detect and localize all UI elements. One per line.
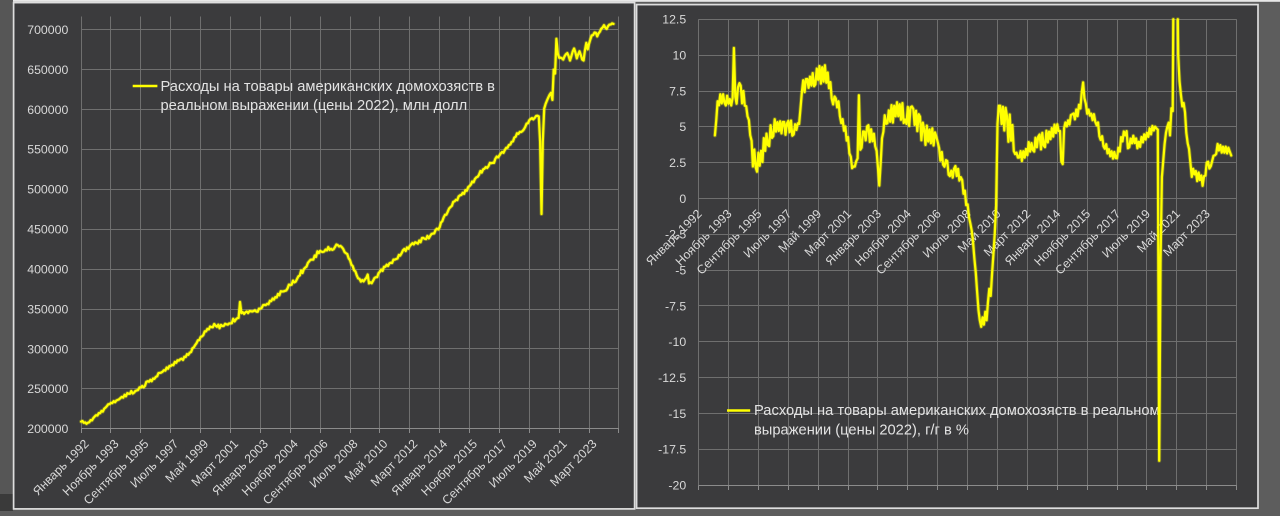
svg-text:-5: -5 — [675, 263, 686, 277]
svg-text:0: 0 — [679, 192, 686, 206]
svg-text:Расходы на товары американских: Расходы на товары американских домохозяс… — [754, 403, 1160, 419]
svg-text:500000: 500000 — [27, 183, 68, 197]
svg-text:-20: -20 — [668, 478, 686, 492]
svg-text:350000: 350000 — [27, 302, 68, 316]
svg-text:300000: 300000 — [27, 342, 68, 356]
svg-text:600000: 600000 — [27, 103, 68, 117]
svg-text:2.5: 2.5 — [669, 156, 686, 170]
svg-text:-12.5: -12.5 — [658, 371, 686, 385]
svg-text:250000: 250000 — [27, 382, 68, 396]
svg-text:Расходы на товары американских: Расходы на товары американских домохозяс… — [161, 79, 496, 95]
svg-text:450000: 450000 — [27, 223, 68, 237]
svg-text:700000: 700000 — [27, 23, 68, 37]
svg-text:-10: -10 — [668, 335, 686, 349]
svg-text:400000: 400000 — [27, 263, 68, 277]
svg-text:-2.5: -2.5 — [665, 228, 686, 242]
svg-text:12.5: 12.5 — [662, 13, 686, 27]
svg-text:-17.5: -17.5 — [658, 443, 686, 457]
svg-text:7.5: 7.5 — [669, 84, 686, 98]
svg-text:10: 10 — [673, 49, 687, 63]
svg-text:200000: 200000 — [27, 422, 68, 436]
svg-text:-7.5: -7.5 — [665, 299, 686, 313]
svg-text:5: 5 — [679, 120, 686, 134]
svg-text:выражении (цены 2022), г/г в %: выражении (цены 2022), г/г в % — [754, 423, 969, 439]
svg-text:550000: 550000 — [27, 143, 68, 157]
svg-text:650000: 650000 — [27, 63, 68, 77]
svg-text:-15: -15 — [668, 407, 686, 421]
svg-text:реальном выражении (цены 2022): реальном выражении (цены 2022), млн долл — [161, 98, 468, 114]
